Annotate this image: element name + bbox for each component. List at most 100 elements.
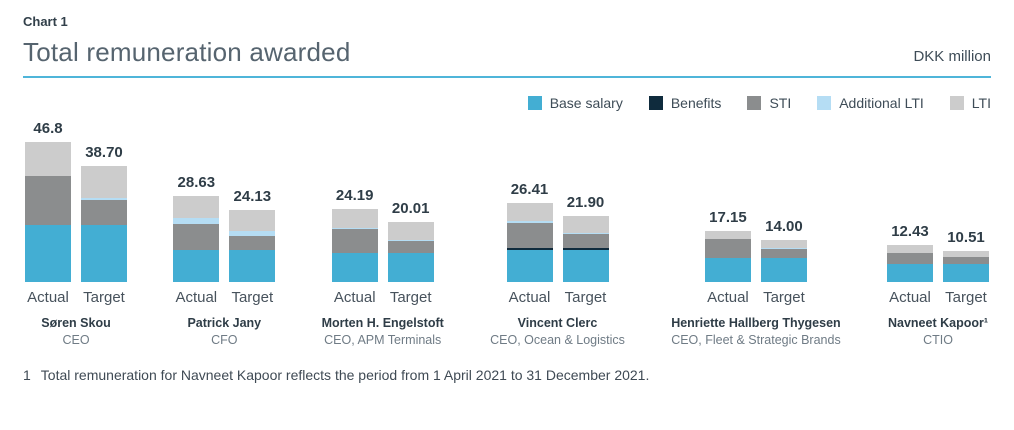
actual-bar-column: 28.63 (173, 114, 220, 282)
actual-label: Actual (333, 289, 376, 306)
stacked-bar-chart: 46.8 38.70 Actual Target Søren Skou CEO (23, 114, 991, 347)
bar-segment-additional-lti (229, 230, 276, 237)
actual-bar (331, 209, 378, 282)
actual-bar (173, 196, 220, 282)
bar-segment-lti (81, 165, 127, 199)
page-title: Total remuneration awarded (23, 37, 351, 67)
target-bar-column: 20.01 (387, 114, 434, 282)
target-bar (760, 240, 807, 282)
bar-pair: 24.19 20.01 (331, 114, 434, 282)
legend-item-sti: STI (747, 95, 791, 111)
target-label: Target (83, 289, 125, 306)
actual-bar (887, 244, 933, 282)
footnote-marker: 1 (23, 367, 31, 383)
person-info: Navneet Kapoor¹ CTIO (888, 316, 988, 347)
person-role: CEO, Fleet & Strategic Brands (671, 333, 841, 347)
actual-label: Actual (707, 289, 749, 306)
target-value-label: 20.01 (391, 200, 430, 218)
bar-segment-base (229, 249, 276, 282)
bar-segment-base (943, 263, 989, 282)
legend-label: Additional LTI (839, 95, 924, 111)
actual-bar-column: 24.19 (331, 114, 378, 282)
bar-segment-lti (387, 222, 434, 240)
actual-value-label: 12.43 (891, 222, 929, 240)
bar-segment-lti (506, 202, 553, 222)
axis-labels: Actual Target (25, 289, 127, 306)
exec-group-morten-engelstoft: 24.19 20.01 Actual Target Morten H. Enge… (322, 114, 444, 347)
bar-segment-additional-lti (760, 248, 807, 250)
bar-pair: 12.43 10.51 (887, 114, 989, 282)
person-info: Vincent Clerc CEO, Ocean & Logistics (490, 316, 625, 347)
axis-labels: Actual Target (173, 289, 275, 306)
unit-label: DKK million (913, 48, 991, 65)
bar-segment-lti (173, 196, 220, 219)
exec-group-vincent-clerc: 26.41 21.90 Actual Target Vincent Clerc … (490, 114, 625, 347)
bar-segment-sti (562, 234, 609, 249)
target-label: Target (564, 289, 607, 306)
bar-segment-base (704, 258, 751, 282)
person-info: Morten H. Engelstoft CEO, APM Terminals (322, 316, 444, 347)
legend-label: Base salary (549, 95, 623, 111)
base-salary-swatch-icon (527, 96, 542, 110)
bar-segment-base (81, 225, 127, 282)
legend-label: Benefits (670, 95, 722, 111)
bar-segment-additional-lti (331, 227, 378, 230)
actual-bar-column: 46.8 (25, 114, 71, 282)
actual-value-label: 26.41 (510, 180, 549, 198)
target-value-label: 21.90 (566, 194, 605, 212)
bar-segment-lti (704, 230, 751, 240)
person-role: CEO (62, 333, 90, 347)
bar-segment-lti (887, 244, 933, 254)
actual-bar (704, 230, 751, 282)
actual-value-label: 24.19 (335, 187, 374, 205)
bar-segment-benefits (506, 248, 553, 250)
bar-segment-additional-lti (173, 218, 220, 225)
legend-item-benefits: Benefits (648, 95, 722, 111)
person-info: Henriette Hallberg Thygesen CEO, Fleet &… (671, 316, 841, 347)
bar-segment-additional-lti (81, 198, 127, 201)
bar-segment-lti (760, 240, 807, 249)
bar-segment-base (562, 249, 609, 282)
bar-segment-lti (25, 141, 71, 177)
target-bar-column: 14.00 (760, 114, 807, 282)
bar-segment-base (331, 253, 378, 282)
actual-label: Actual (889, 289, 931, 306)
chart-legend: Base salary Benefits STI Additional LTI … (23, 94, 991, 112)
person-name: Morten H. Engelstoft (321, 316, 444, 330)
axis-labels: Actual Target (507, 289, 609, 306)
bar-segment-sti (387, 241, 434, 254)
bar-segment-base (387, 253, 434, 282)
axis-labels: Actual Target (887, 289, 989, 306)
bar-segment-benefits (562, 248, 609, 250)
sti-swatch-icon (747, 96, 762, 110)
actual-label: Actual (508, 289, 551, 306)
target-label: Target (389, 289, 432, 306)
bar-segment-base (506, 249, 553, 282)
target-bar (943, 250, 989, 282)
target-value-label: 14.00 (765, 218, 803, 236)
bar-segment-lti (229, 209, 276, 231)
actual-value-label: 46.8 (33, 119, 63, 137)
bar-segment-lti (331, 209, 378, 228)
bar-segment-base (760, 258, 807, 282)
person-name: Navneet Kapoor¹ (887, 316, 989, 330)
actual-bar (506, 202, 553, 282)
actual-bar-column: 12.43 (887, 114, 933, 282)
exec-group-navneet-kapoor: 12.43 10.51 Actual Target Navneet Kapoor… (887, 114, 989, 347)
person-role: CEO, Ocean & Logistics (490, 333, 625, 347)
target-bar-column: 38.70 (81, 114, 127, 282)
target-bar-column: 21.90 (562, 114, 609, 282)
actual-bar-column: 17.15 (704, 114, 751, 282)
actual-value-label: 17.15 (709, 208, 747, 226)
bar-segment-sti (81, 200, 127, 225)
target-label: Target (945, 289, 987, 306)
target-bar-column: 24.13 (229, 114, 276, 282)
bar-segment-sti (331, 229, 378, 254)
axis-labels: Actual Target (332, 289, 434, 306)
bar-segment-base (173, 249, 220, 282)
bar-segment-additional-lti (387, 239, 434, 242)
bar-segment-sti (25, 176, 71, 225)
bar-segment-base (25, 225, 71, 282)
person-name: Vincent Clerc (517, 316, 598, 330)
